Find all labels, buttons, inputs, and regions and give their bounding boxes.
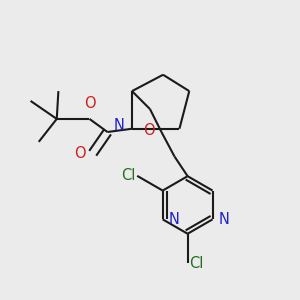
Text: Cl: Cl bbox=[121, 168, 136, 183]
Text: O: O bbox=[84, 96, 95, 111]
Text: N: N bbox=[169, 212, 179, 227]
Text: O: O bbox=[74, 146, 85, 161]
Text: O: O bbox=[142, 123, 154, 138]
Text: N: N bbox=[114, 118, 125, 133]
Text: Cl: Cl bbox=[189, 256, 204, 271]
Text: N: N bbox=[218, 212, 229, 227]
